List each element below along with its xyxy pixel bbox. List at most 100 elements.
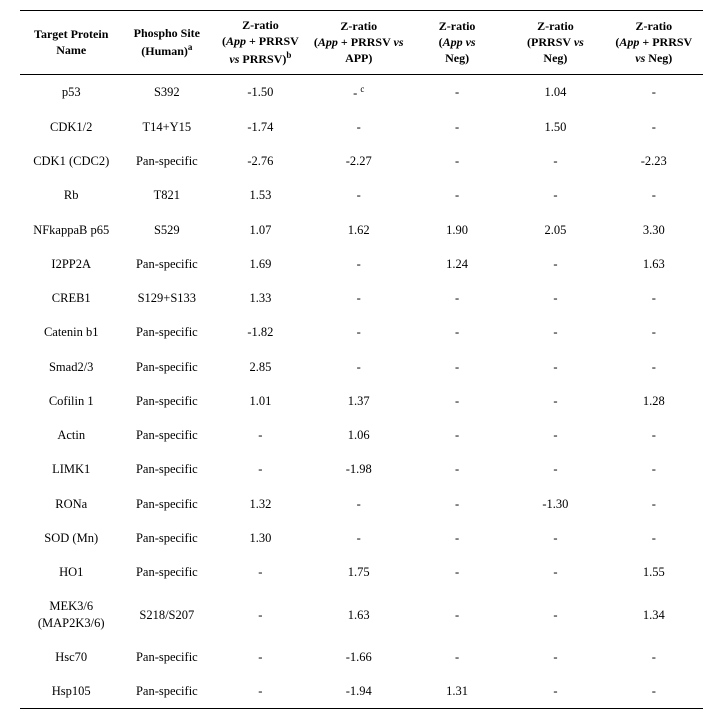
protein-name: CREB1	[20, 281, 122, 315]
protein-name: Catenin b1	[20, 315, 122, 349]
table-row: CDK1/2T14+Y15-1.74--1.50-	[20, 110, 703, 144]
z-ratio-cell: 3.30	[605, 213, 703, 247]
phospho-site: Pan-specific	[122, 452, 211, 486]
z-ratio-cell: 1.63	[310, 589, 408, 640]
z-ratio-cell: 1.33	[211, 281, 309, 315]
protein-name: CDK1 (CDC2)	[20, 144, 122, 178]
protein-name: Cofilin 1	[20, 384, 122, 418]
z-ratio-cell: -	[310, 110, 408, 144]
z-ratio-cell: -	[408, 350, 506, 384]
header-z3: Z-ratio (App vs Neg)	[408, 11, 506, 75]
phospho-site: Pan-specific	[122, 555, 211, 589]
z-ratio-cell: -	[506, 247, 604, 281]
z-ratio-cell: -	[605, 74, 703, 110]
table-row: MEK3/6(MAP2K3/6)S218/S207-1.63--1.34	[20, 589, 703, 640]
z-ratio-cell: -	[506, 589, 604, 640]
phospho-site: Pan-specific	[122, 384, 211, 418]
phospho-site: Pan-specific	[122, 418, 211, 452]
header-protein: Target Protein Name	[20, 11, 122, 75]
z-ratio-cell: -	[211, 589, 309, 640]
z-ratio-cell: 1.31	[408, 674, 506, 709]
z-ratio-cell: -	[605, 674, 703, 709]
z-ratio-cell: -	[310, 281, 408, 315]
z-ratio-cell: -	[408, 418, 506, 452]
table-row: CDK1 (CDC2)Pan-specific-2.76-2.27---2.23	[20, 144, 703, 178]
table-row: LIMK1Pan-specific--1.98---	[20, 452, 703, 486]
z-ratio-cell: -1.50	[211, 74, 309, 110]
table-row: Hsp105Pan-specific--1.941.31--	[20, 674, 703, 709]
protein-name: I2PP2A	[20, 247, 122, 281]
phospho-site: Pan-specific	[122, 521, 211, 555]
protein-name: Hsp105	[20, 674, 122, 709]
phospho-site: S129+S133	[122, 281, 211, 315]
table-row: Cofilin 1Pan-specific1.011.37--1.28	[20, 384, 703, 418]
phospho-site: Pan-specific	[122, 144, 211, 178]
z-ratio-cell: -2.76	[211, 144, 309, 178]
z-ratio-cell: -	[408, 110, 506, 144]
z-ratio-cell: -	[506, 384, 604, 418]
z-ratio-cell: 1.24	[408, 247, 506, 281]
z-ratio-cell: 1.63	[605, 247, 703, 281]
phospho-site: T14+Y15	[122, 110, 211, 144]
z-ratio-cell: -	[408, 452, 506, 486]
z-ratio-cell: 1.04	[506, 74, 604, 110]
z-ratio-cell: -	[408, 144, 506, 178]
protein-name: RONa	[20, 487, 122, 521]
z-ratio-cell: -	[506, 452, 604, 486]
table-row: HO1Pan-specific-1.75--1.55	[20, 555, 703, 589]
z-ratio-cell: 1.06	[310, 418, 408, 452]
z-ratio-cell: -	[408, 487, 506, 521]
z-ratio-cell: -1.66	[310, 640, 408, 674]
z-ratio-cell: -	[408, 640, 506, 674]
z-ratio-cell: 1.28	[605, 384, 703, 418]
header-z2: Z-ratio (App + PRRSV vs APP)	[310, 11, 408, 75]
z-ratio-cell: -	[211, 418, 309, 452]
protein-name: Actin	[20, 418, 122, 452]
z-ratio-cell: -	[605, 521, 703, 555]
z-ratio-cell: -1.74	[211, 110, 309, 144]
z-ratio-cell: -	[605, 640, 703, 674]
z-ratio-cell: -	[408, 521, 506, 555]
phospho-site: Pan-specific	[122, 674, 211, 709]
protein-name: NFkappaB p65	[20, 213, 122, 247]
z-ratio-cell: -1.98	[310, 452, 408, 486]
z-ratio-cell: -	[408, 555, 506, 589]
header-row: Target Protein Name Phospho Site (Human)…	[20, 11, 703, 75]
z-ratio-cell: -	[506, 555, 604, 589]
protein-name: MEK3/6(MAP2K3/6)	[20, 589, 122, 640]
header-z5: Z-ratio (App + PRRSV vs Neg)	[605, 11, 703, 75]
z-ratio-cell: -1.82	[211, 315, 309, 349]
phospho-site: Pan-specific	[122, 315, 211, 349]
phospho-site: T821	[122, 178, 211, 212]
z-ratio-cell: 1.01	[211, 384, 309, 418]
table-row: Catenin b1Pan-specific-1.82----	[20, 315, 703, 349]
z-ratio-cell: -	[605, 418, 703, 452]
z-ratio-cell: -	[310, 247, 408, 281]
z-ratio-cell: -	[408, 589, 506, 640]
z-ratio-cell: 1.55	[605, 555, 703, 589]
header-site: Phospho Site (Human)a	[122, 11, 211, 75]
z-ratio-cell: -	[211, 452, 309, 486]
z-ratio-cell: -1.94	[310, 674, 408, 709]
phospho-site: S392	[122, 74, 211, 110]
z-ratio-cell: -	[408, 315, 506, 349]
z-ratio-cell: -	[605, 350, 703, 384]
z-ratio-cell: -	[506, 178, 604, 212]
table-row: RONaPan-specific1.32---1.30-	[20, 487, 703, 521]
table-row: ActinPan-specific-1.06---	[20, 418, 703, 452]
table-row: RbT8211.53----	[20, 178, 703, 212]
z-ratio-cell: -	[310, 315, 408, 349]
table-row: Smad2/3Pan-specific2.85----	[20, 350, 703, 384]
table-row: I2PP2APan-specific1.69-1.24-1.63	[20, 247, 703, 281]
table-row: Hsc70Pan-specific--1.66---	[20, 640, 703, 674]
protein-name: Smad2/3	[20, 350, 122, 384]
z-ratio-cell: -	[506, 350, 604, 384]
z-ratio-cell: -	[506, 315, 604, 349]
table-row: NFkappaB p65S5291.071.621.902.053.30	[20, 213, 703, 247]
z-ratio-cell: -	[506, 640, 604, 674]
table-row: p53S392-1.50- c-1.04-	[20, 74, 703, 110]
z-ratio-cell: -	[310, 178, 408, 212]
z-ratio-cell: -	[408, 74, 506, 110]
z-ratio-cell: - c	[310, 74, 408, 110]
z-ratio-cell: 1.07	[211, 213, 309, 247]
